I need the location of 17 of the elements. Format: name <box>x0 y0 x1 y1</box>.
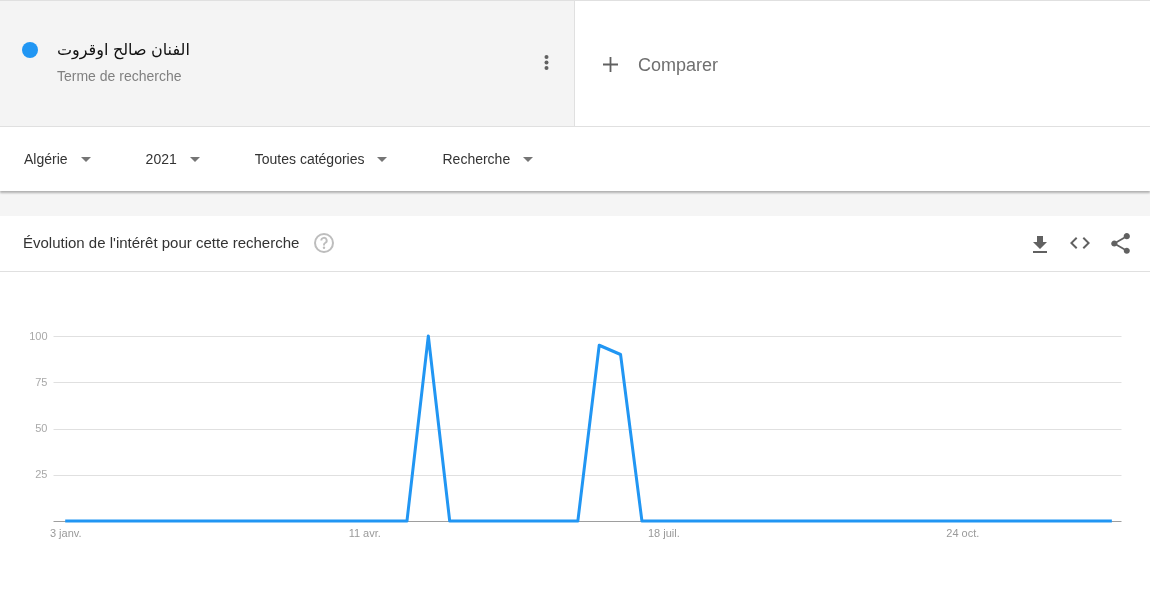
y-tick-label: 25 <box>35 468 48 481</box>
line-series <box>63 334 1114 523</box>
text: Toutes catégories <box>254 151 365 167</box>
x-tick-label: 3 janv. <box>49 526 82 539</box>
text: Recherche <box>442 151 511 167</box>
x-tick-label: 24 oct. <box>946 526 980 539</box>
x-tick-label: 18 juil. <box>647 526 680 539</box>
text: Terme de recherche <box>57 67 182 85</box>
x-tick-label: 11 avr. <box>348 526 381 539</box>
y-tick-label: 50 <box>35 422 48 434</box>
chart-title: Évolution de l'intérêt pour cette recherche <box>23 233 300 253</box>
y-tick-label: 100 <box>29 329 48 342</box>
legend-label: الفنان صالح اوقروت <box>57 40 190 60</box>
text: Comparer <box>638 54 719 77</box>
y-tick-label: 75 <box>35 375 48 388</box>
text: Algérie <box>24 151 68 167</box>
text: 2021 <box>145 151 177 167</box>
